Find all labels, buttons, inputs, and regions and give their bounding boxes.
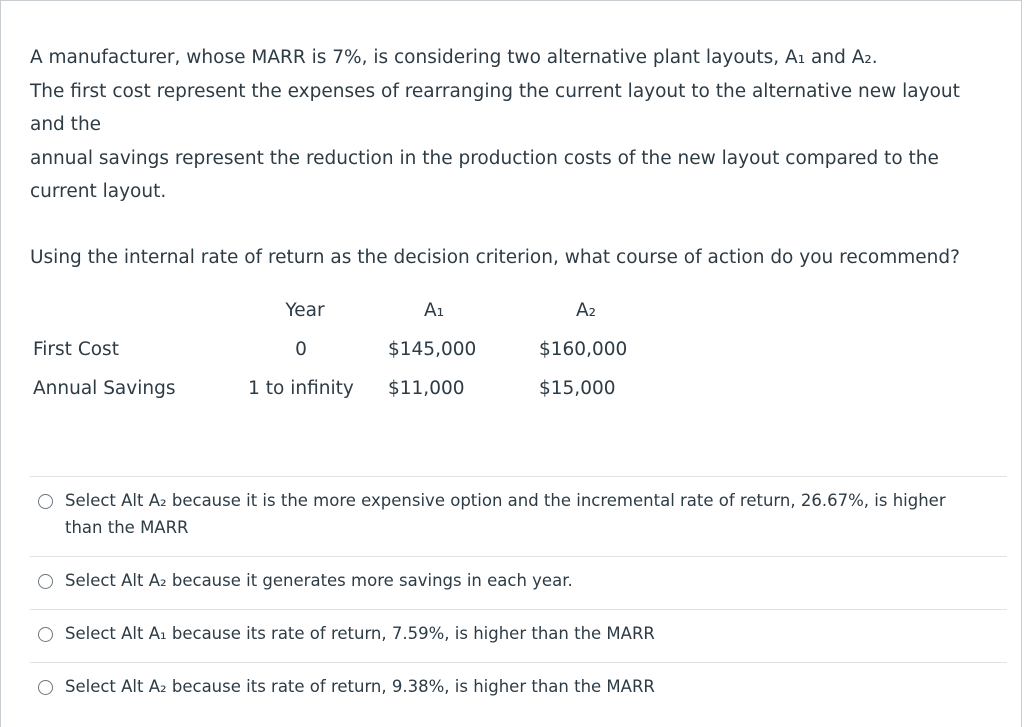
table-cell: 1 to infinity: [248, 378, 354, 399]
table-header: A₂: [575, 300, 597, 321]
separator: [30, 609, 1007, 610]
table-cell: 0: [295, 339, 307, 360]
table-cell: $11,000: [388, 378, 465, 399]
separator: [30, 476, 1007, 477]
option-text[interactable]: Select Alt A₂ because its rate of return…: [65, 677, 655, 696]
radio-button[interactable]: [38, 680, 53, 695]
separator: [30, 662, 1007, 663]
table-cell: Annual Savings: [33, 378, 176, 399]
question-prompt: Using the internal rate of return as the…: [30, 247, 960, 268]
question-line: and the: [30, 114, 102, 135]
table-cell: $160,000: [539, 339, 628, 360]
question-line: The first cost represent the expenses of…: [30, 80, 960, 102]
separator: [30, 556, 1007, 557]
question-line: annual savings represent the reduction i…: [30, 147, 939, 169]
radio-button[interactable]: [38, 627, 53, 642]
option-text[interactable]: Select Alt A₁ because its rate of return…: [65, 624, 655, 643]
table-header: Year: [285, 300, 325, 321]
question-line: current layout.: [30, 181, 167, 202]
option-text[interactable]: Select Alt A₂ because it is the more exp…: [65, 491, 946, 510]
table-cell: $15,000: [539, 378, 616, 399]
option-text[interactable]: than the MARR: [65, 518, 189, 537]
radio-button[interactable]: [38, 574, 53, 589]
question-line: A manufacturer, whose MARR is 7%, is con…: [30, 47, 878, 68]
table-header: A₁: [423, 300, 445, 321]
table-cell: First Cost: [33, 339, 119, 360]
option-text[interactable]: Select Alt A₂ because it generates more …: [65, 571, 573, 590]
radio-button[interactable]: [38, 494, 53, 509]
table-cell: $145,000: [388, 339, 477, 360]
